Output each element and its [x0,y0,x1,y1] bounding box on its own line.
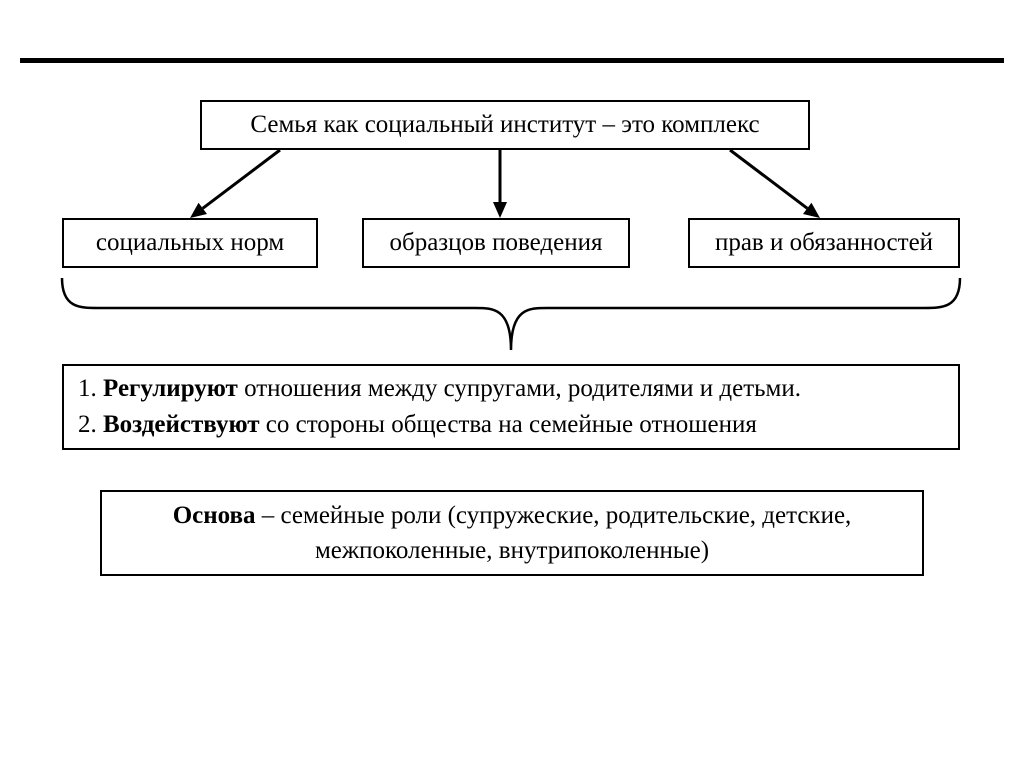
curly-brace [0,0,1024,768]
diagram-canvas: Семья как социальный институт – это комп… [0,0,1024,768]
